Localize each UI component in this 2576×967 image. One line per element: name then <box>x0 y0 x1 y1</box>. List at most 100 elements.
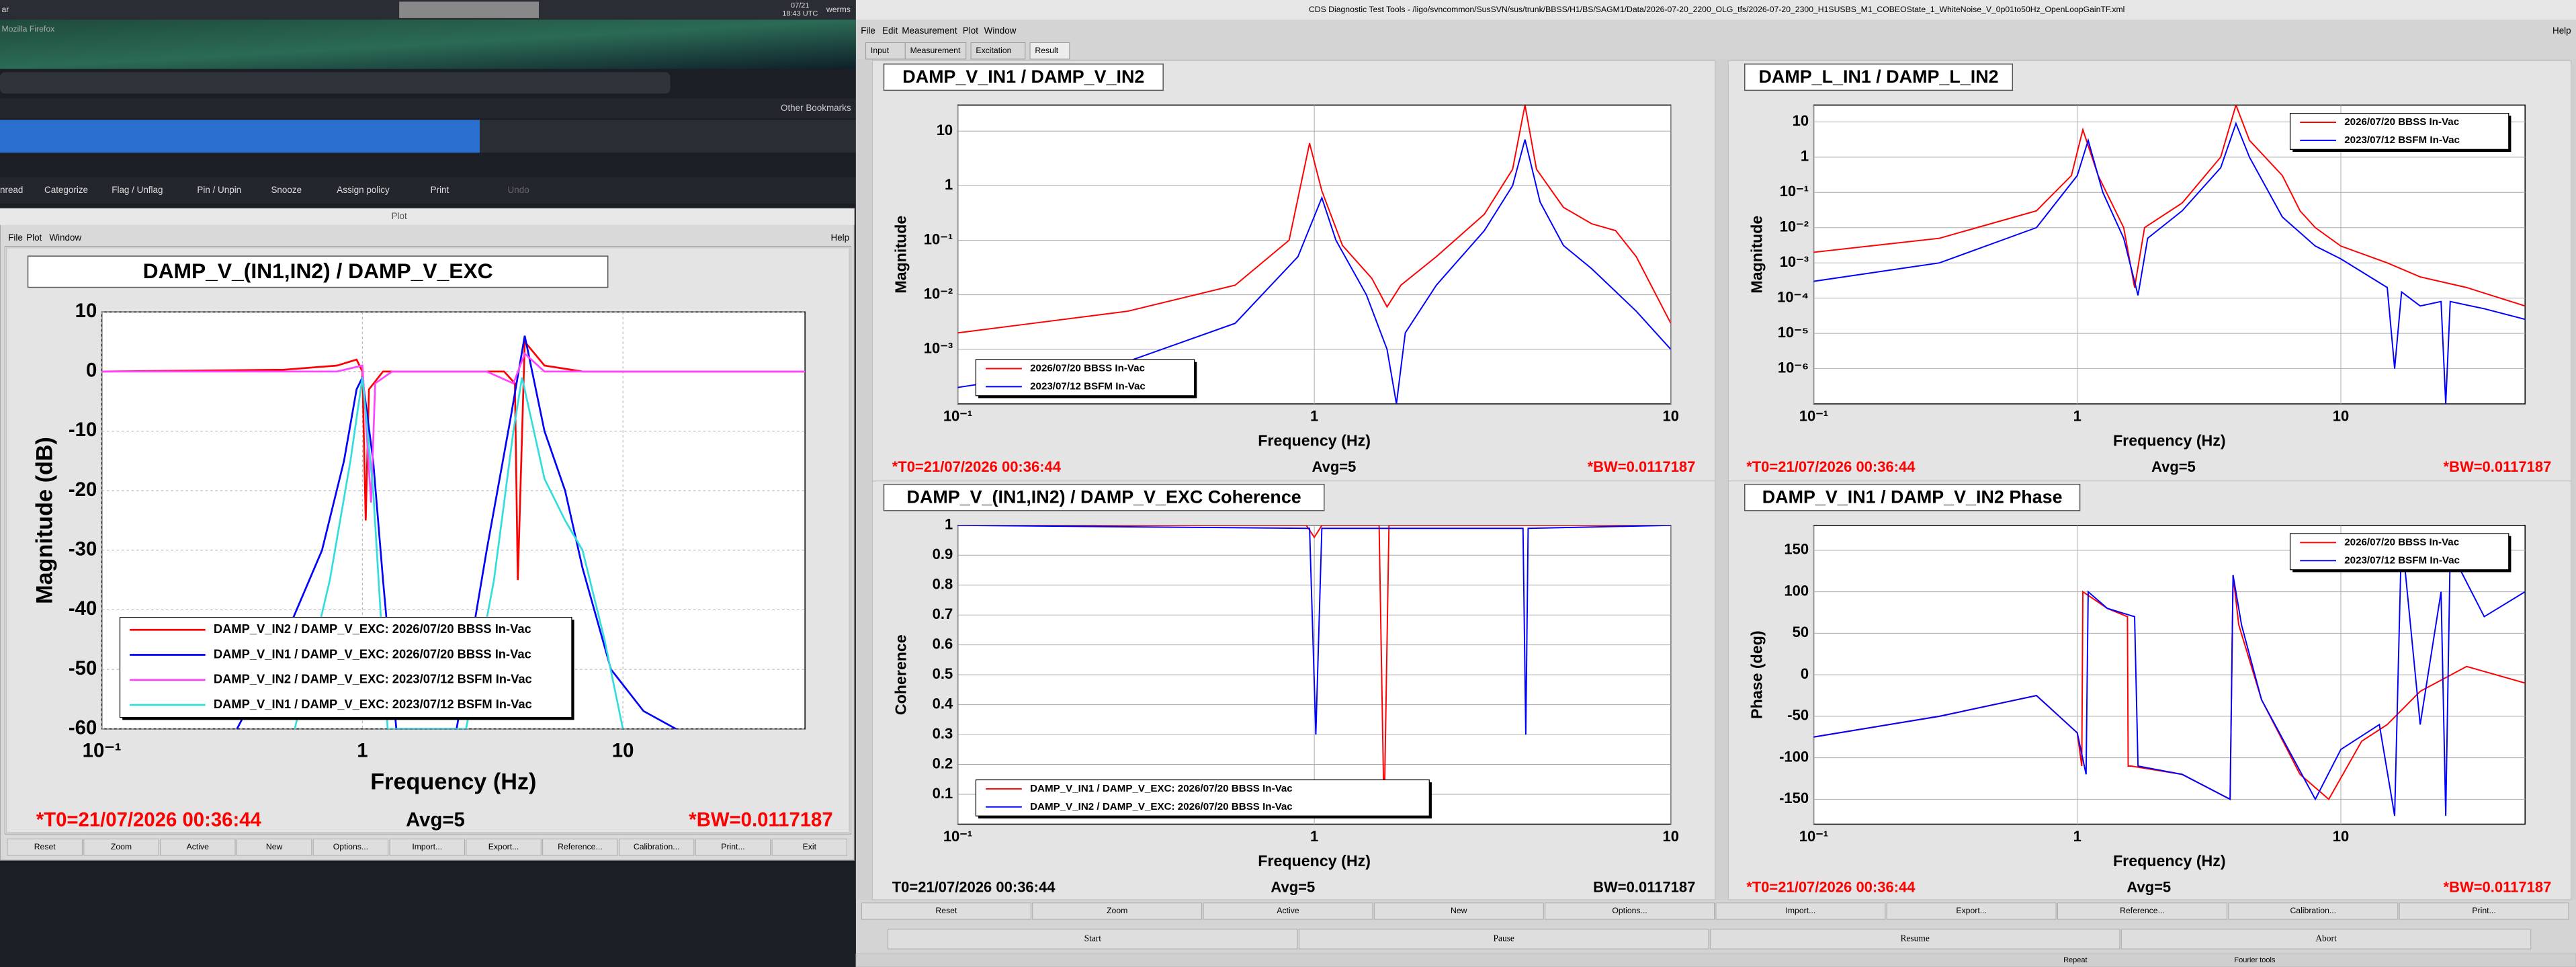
tab-label[interactable]: Measurement <box>910 46 961 55</box>
button-label[interactable]: Active <box>187 842 209 851</box>
user: werms <box>826 5 851 14</box>
button-label[interactable]: Import... <box>412 842 442 851</box>
button[interactable] <box>2228 902 2399 920</box>
button[interactable] <box>466 838 542 856</box>
button[interactable] <box>861 902 1031 920</box>
button[interactable] <box>1886 902 2057 920</box>
series-group <box>1813 105 2526 405</box>
button-label[interactable]: Start <box>1084 933 1102 943</box>
menu-item[interactable]: File <box>861 26 875 36</box>
menu-help[interactable]: Help <box>2552 26 2571 36</box>
x-tick-label: 10⁻¹ <box>83 740 122 762</box>
tab-label[interactable]: Input <box>871 46 890 55</box>
y-tick-label: -50 <box>1787 707 1809 724</box>
button-label[interactable]: Print... <box>2472 906 2495 915</box>
dtt-buttons: Reset Zoom Active New Options... Import... Exp… <box>855 902 2576 967</box>
button[interactable] <box>1709 929 2120 950</box>
button[interactable] <box>389 838 465 856</box>
x-tick-label: 10 <box>612 740 634 762</box>
button[interactable] <box>1545 902 1715 920</box>
url-bar[interactable] <box>0 72 671 94</box>
button[interactable] <box>2057 902 2227 920</box>
button[interactable] <box>1203 902 1373 920</box>
y-tick-label: 10⁻¹ <box>924 230 953 247</box>
toolbar-item[interactable]: Categorize <box>44 185 88 195</box>
button-label[interactable]: Reset <box>34 842 56 851</box>
menu-item[interactable]: Plot <box>963 26 978 36</box>
dtt-menu: File Edit Measurement Plot Window <box>861 26 1016 36</box>
button-label[interactable]: Reference... <box>2120 906 2165 915</box>
button-label[interactable]: Calibration... <box>634 842 680 851</box>
button-label[interactable]: Print... <box>721 842 744 851</box>
toolbar-item[interactable]: Flag / Unflag <box>112 185 163 195</box>
toolbar-item[interactable]: Assign policy <box>337 185 390 195</box>
toolbar-item[interactable]: Snooze <box>271 185 302 195</box>
toolbar-item[interactable]: nread <box>0 185 23 195</box>
button-label[interactable]: Resume <box>1900 933 1929 943</box>
button-label[interactable]: Active <box>1277 906 1299 915</box>
button[interactable] <box>236 838 312 856</box>
series-line <box>957 105 1671 334</box>
x-tick-label: 1 <box>1310 828 1318 845</box>
menu-item[interactable]: Window <box>49 233 81 243</box>
y-tick-label: 10⁻¹ <box>1780 183 1809 200</box>
button[interactable] <box>695 838 771 856</box>
bookmarks[interactable]: Other Bookmarks <box>781 103 851 113</box>
tab-label[interactable]: Result <box>1035 46 1058 55</box>
tab[interactable] <box>970 42 1026 60</box>
series-line <box>957 525 1671 818</box>
menu-help[interactable]: Help <box>830 233 849 243</box>
button[interactable] <box>1299 929 1709 950</box>
toolbar-item[interactable]: Print <box>431 185 449 195</box>
button[interactable] <box>83 838 159 856</box>
button-label[interactable]: Export... <box>488 842 519 851</box>
button[interactable] <box>160 838 236 856</box>
button-label[interactable]: Pause <box>1494 933 1514 943</box>
tab-label[interactable]: Excitation <box>976 46 1011 55</box>
button-label[interactable]: Reference... <box>558 842 603 851</box>
button[interactable] <box>888 929 1298 950</box>
tab[interactable] <box>865 42 906 60</box>
y-tick-label: 10 <box>1793 112 1809 129</box>
button-label[interactable]: New <box>266 842 283 851</box>
menu-item[interactable]: Window <box>984 26 1017 36</box>
button-label[interactable]: Abort <box>2315 933 2337 943</box>
y-tick-label: 10 <box>75 300 97 322</box>
toolbar-item[interactable]: Pin / Unpin <box>197 185 241 195</box>
menu-item[interactable]: Plot <box>26 233 42 243</box>
button-label[interactable]: Import... <box>1785 906 1815 915</box>
button-label[interactable]: Options... <box>333 842 368 851</box>
button-label[interactable]: Zoom <box>1107 906 1127 915</box>
series-group <box>1813 534 2526 816</box>
plot-window-buttons: Reset Zoom Active New Options... Import... Exp… <box>7 838 847 856</box>
button-label[interactable]: New <box>1451 906 1467 915</box>
button[interactable] <box>2399 902 2569 920</box>
button-label[interactable]: Exit <box>803 842 817 851</box>
tab[interactable] <box>904 42 967 60</box>
menu-item[interactable]: Measurement <box>902 26 957 36</box>
button[interactable] <box>312 838 389 856</box>
button-label[interactable]: Calibration... <box>2290 906 2336 915</box>
plot-window-title: Plot <box>392 211 407 221</box>
y-tick-label: -40 <box>69 597 97 620</box>
x-tick-label: 10⁻¹ <box>1799 407 1828 424</box>
button[interactable] <box>619 838 695 856</box>
button-label[interactable]: Zoom <box>111 842 132 851</box>
button[interactable] <box>2120 929 2532 950</box>
button-label[interactable]: Options... <box>1612 906 1647 915</box>
button[interactable] <box>1715 902 1886 920</box>
toolbar-item[interactable]: Undo <box>508 185 529 195</box>
button-label[interactable]: Reset <box>935 906 957 915</box>
tab[interactable] <box>1029 42 1070 60</box>
x-tick-label: 1 <box>2073 407 2081 424</box>
menu-item[interactable]: File <box>8 233 23 243</box>
title-box <box>1744 483 2081 511</box>
y-tick-label: 0.5 <box>933 665 953 682</box>
button[interactable] <box>1032 902 1203 920</box>
button[interactable] <box>771 838 847 856</box>
menu-item[interactable]: Edit <box>882 26 898 36</box>
button[interactable] <box>1373 902 1544 920</box>
button[interactable] <box>7 838 83 856</box>
button-label[interactable]: Export... <box>1956 906 1987 915</box>
button[interactable] <box>542 838 618 856</box>
